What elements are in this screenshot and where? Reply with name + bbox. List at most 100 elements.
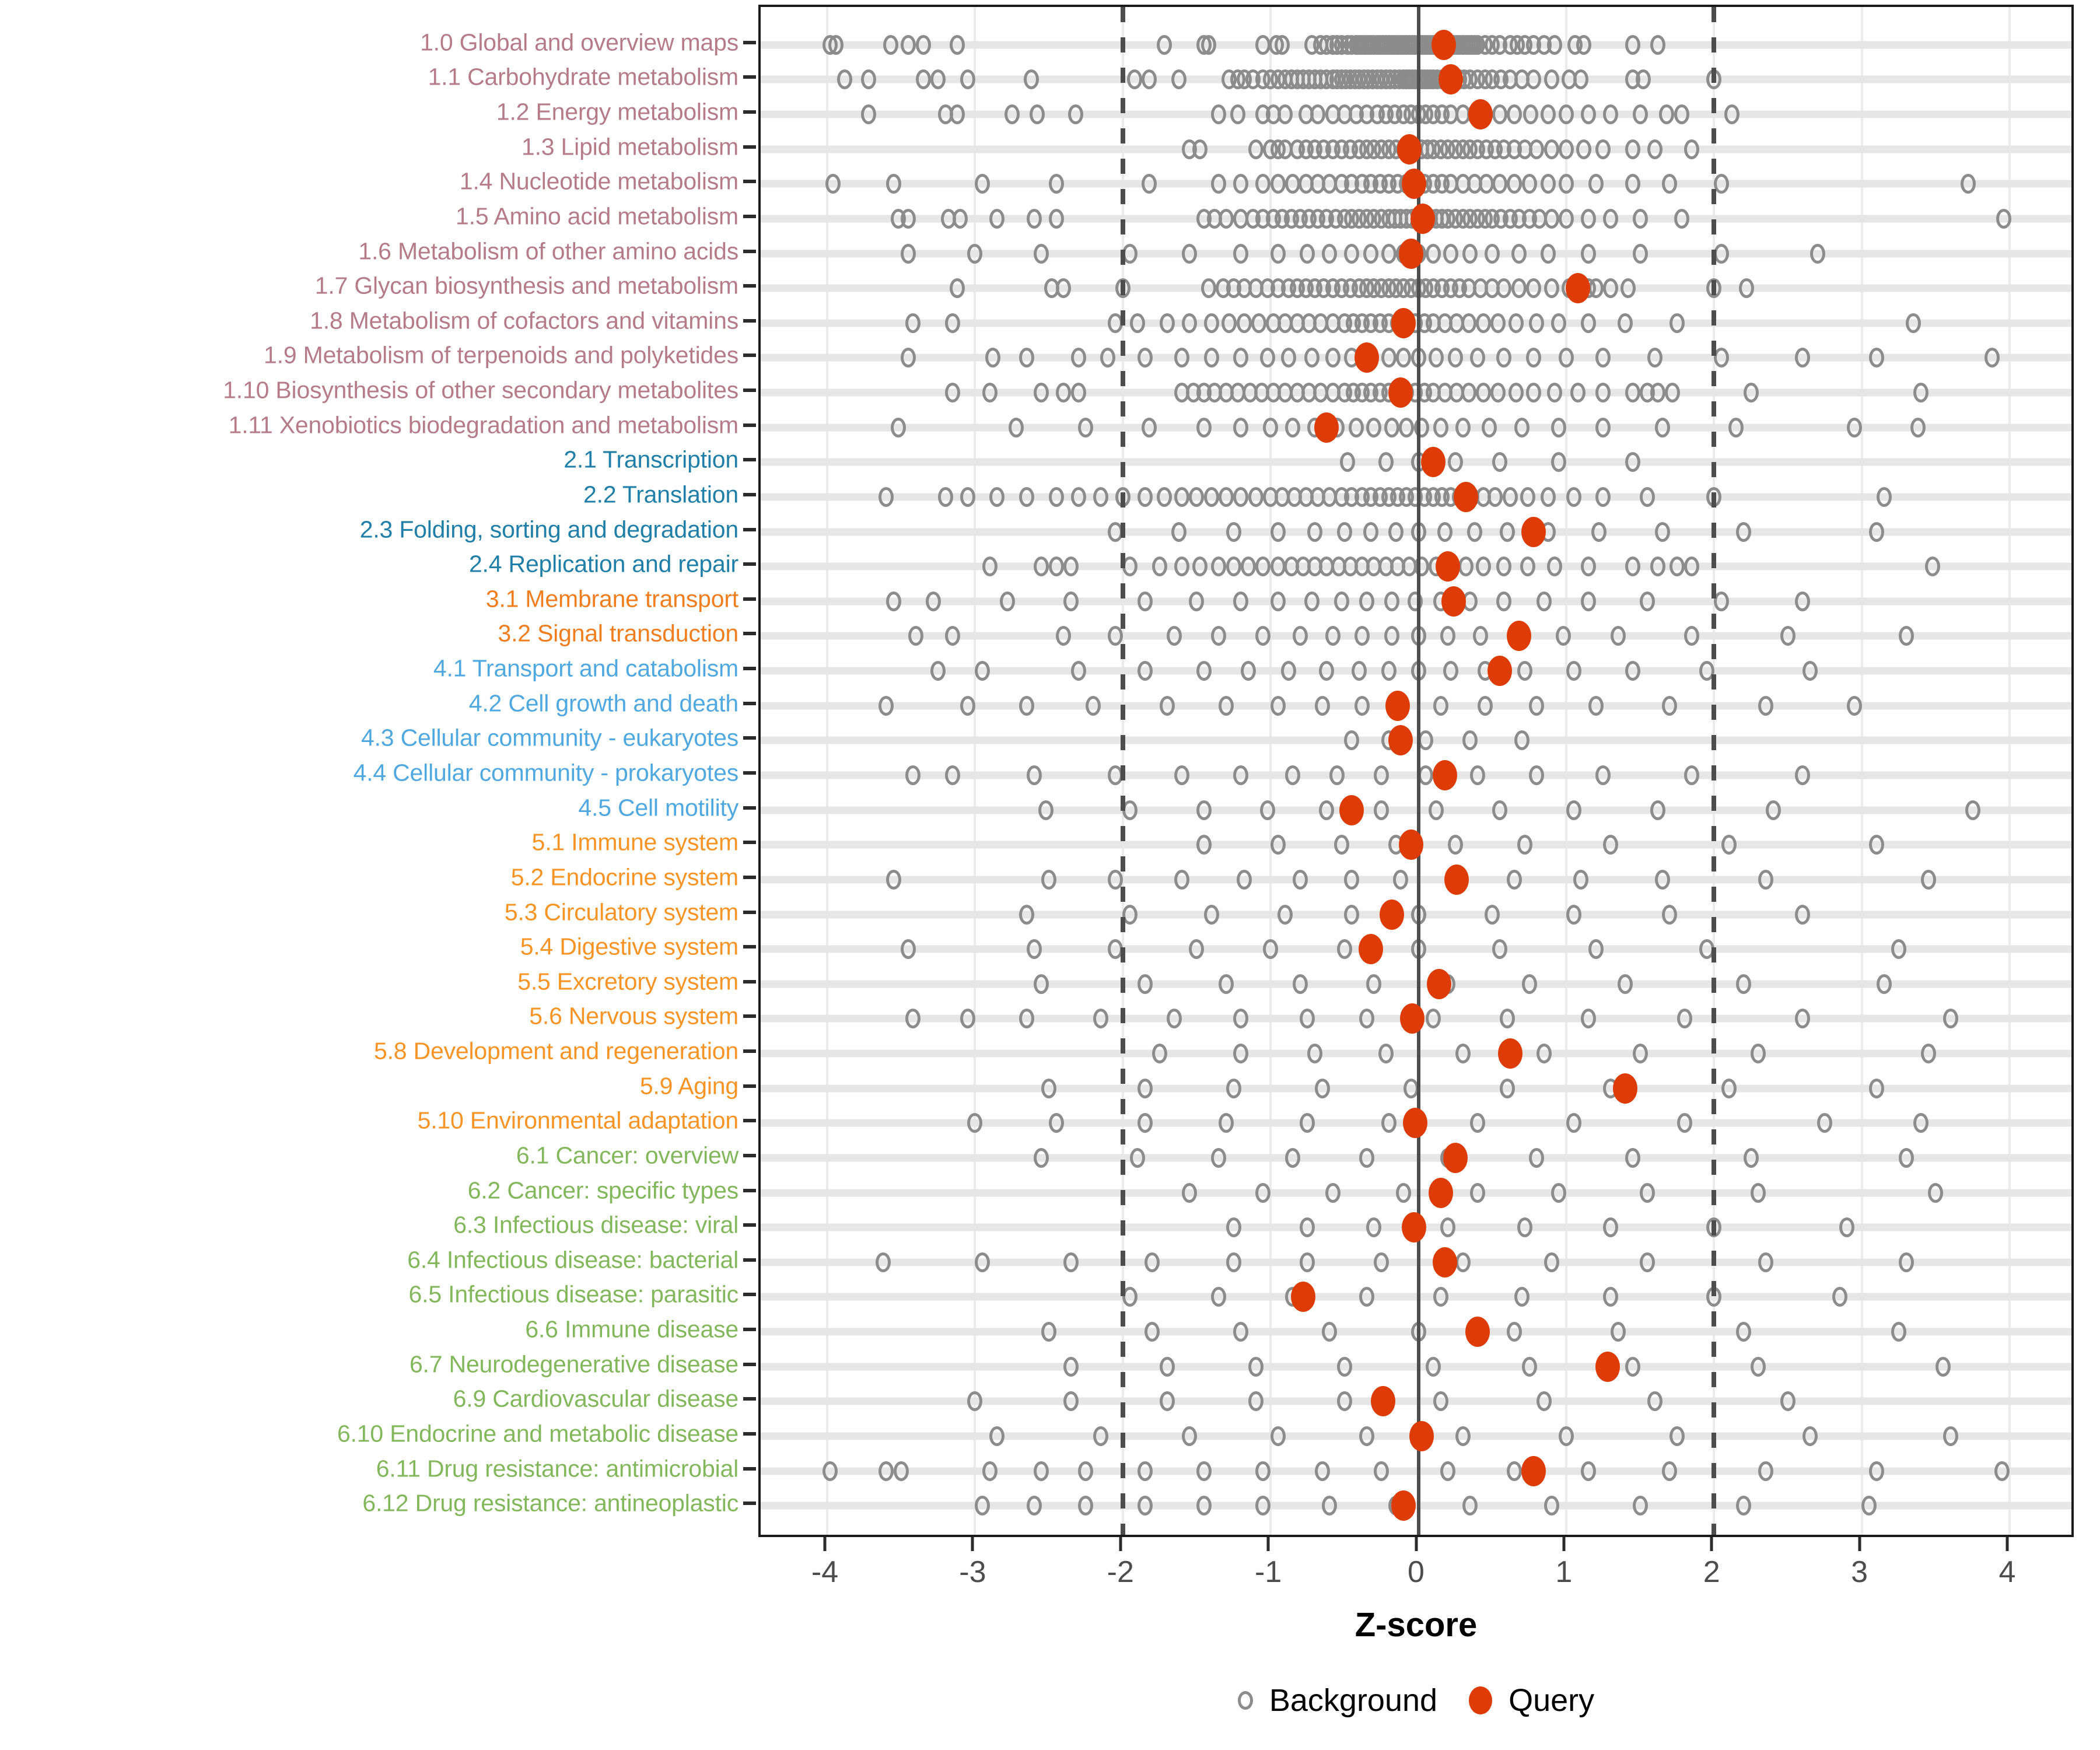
y-tick-mark <box>743 562 756 566</box>
legend-item-query[interactable]: Query <box>1469 1682 1594 1718</box>
background-point <box>1558 139 1574 159</box>
background-point <box>1455 1252 1471 1272</box>
background-point <box>1189 591 1205 611</box>
row-band <box>761 1397 2071 1405</box>
background-point <box>1219 1113 1234 1133</box>
background-point <box>1632 1044 1648 1064</box>
background-point <box>1738 278 1754 299</box>
background-point <box>1570 383 1586 403</box>
background-point <box>893 1461 909 1481</box>
background-point <box>886 591 902 611</box>
background-point <box>1374 1461 1390 1481</box>
category-label: 1.0 Global and overview maps <box>420 29 738 56</box>
background-point <box>1647 1391 1662 1412</box>
category-label: 2.4 Replication and repair <box>468 550 738 578</box>
row-band <box>761 1293 2071 1301</box>
background-point <box>1472 626 1488 646</box>
query-point <box>1506 621 1531 652</box>
background-point <box>1174 348 1190 368</box>
background-point <box>1233 348 1249 368</box>
background-point <box>1270 695 1286 716</box>
background-point <box>1595 139 1611 159</box>
background-point <box>1618 313 1633 333</box>
background-point <box>1462 730 1478 751</box>
background-point <box>1669 556 1685 577</box>
background-point <box>1156 34 1172 55</box>
background-point <box>890 417 906 438</box>
background-point <box>1817 1113 1833 1133</box>
background-point <box>1068 104 1083 125</box>
background-point <box>1137 487 1153 507</box>
background-point <box>1876 487 1892 507</box>
background-point <box>1632 243 1648 264</box>
background-point <box>1144 1252 1160 1272</box>
background-point <box>1019 348 1035 368</box>
background-point <box>1544 208 1559 229</box>
background-point <box>1263 939 1279 960</box>
background-point <box>1647 348 1662 368</box>
background-point <box>1359 1426 1374 1446</box>
background-point <box>1219 208 1234 229</box>
background-point <box>1070 661 1086 681</box>
category-label: 3.2 Signal transduction <box>498 620 738 647</box>
y-tick-mark <box>743 1153 756 1157</box>
legend-item-background[interactable]: Background <box>1237 1682 1437 1718</box>
background-point <box>1602 208 1618 229</box>
background-point <box>905 1009 921 1029</box>
category-label: 1.7 Glycan biosynthesis and metabolism <box>314 272 738 299</box>
background-point <box>1418 765 1434 785</box>
background-point <box>1640 591 1656 611</box>
background-point <box>1810 243 1825 264</box>
category-label: 2.1 Transcription <box>564 446 738 473</box>
background-point <box>1211 556 1227 577</box>
background-point <box>1063 1356 1079 1377</box>
background-point <box>825 174 841 194</box>
background-point <box>1063 1391 1079 1412</box>
query-point <box>1431 29 1456 60</box>
background-point <box>1891 939 1906 960</box>
background-point <box>1517 661 1532 681</box>
background-point <box>1270 243 1286 264</box>
background-point <box>1650 34 1665 55</box>
x-tick-mark <box>1562 1537 1566 1551</box>
background-point <box>1203 348 1219 368</box>
category-label: 4.4 Cellular community - prokaryotes <box>353 759 739 786</box>
background-point <box>1167 1009 1182 1029</box>
background-point <box>1363 522 1379 542</box>
category-label: 6.9 Cardiovascular disease <box>453 1385 739 1412</box>
background-point <box>1443 243 1459 264</box>
background-point <box>1026 939 1042 960</box>
background-point <box>1602 835 1618 855</box>
y-tick-mark <box>743 1084 756 1088</box>
y-tick-mark <box>743 1432 756 1436</box>
background-point <box>1517 835 1532 855</box>
background-point <box>1070 487 1086 507</box>
background-point <box>1625 556 1640 577</box>
background-point <box>953 208 968 229</box>
background-point <box>1650 556 1665 577</box>
background-point <box>1034 974 1049 994</box>
background-point <box>1654 869 1670 890</box>
background-point <box>1196 1496 1212 1516</box>
background-point <box>1546 556 1562 577</box>
background-point <box>1492 452 1507 473</box>
x-gridline <box>1860 7 1863 1535</box>
background-point <box>1137 591 1153 611</box>
background-point <box>1521 1356 1537 1377</box>
background-point <box>1048 1113 1064 1133</box>
background-point <box>1758 1461 1773 1481</box>
query-point <box>1428 1177 1453 1208</box>
query-point <box>1354 342 1379 373</box>
background-point <box>901 34 916 55</box>
background-point <box>1174 556 1190 577</box>
background-point <box>1063 556 1079 577</box>
background-point <box>1876 974 1892 994</box>
background-point <box>1304 348 1320 368</box>
x-gridline <box>2008 7 2011 1535</box>
query-point <box>1497 1038 1522 1069</box>
background-point <box>1023 69 1039 90</box>
background-point <box>883 34 898 55</box>
category-label: 1.9 Metabolism of terpenoids and polyket… <box>264 341 738 369</box>
background-point <box>1846 417 1862 438</box>
query-point <box>1385 690 1410 721</box>
